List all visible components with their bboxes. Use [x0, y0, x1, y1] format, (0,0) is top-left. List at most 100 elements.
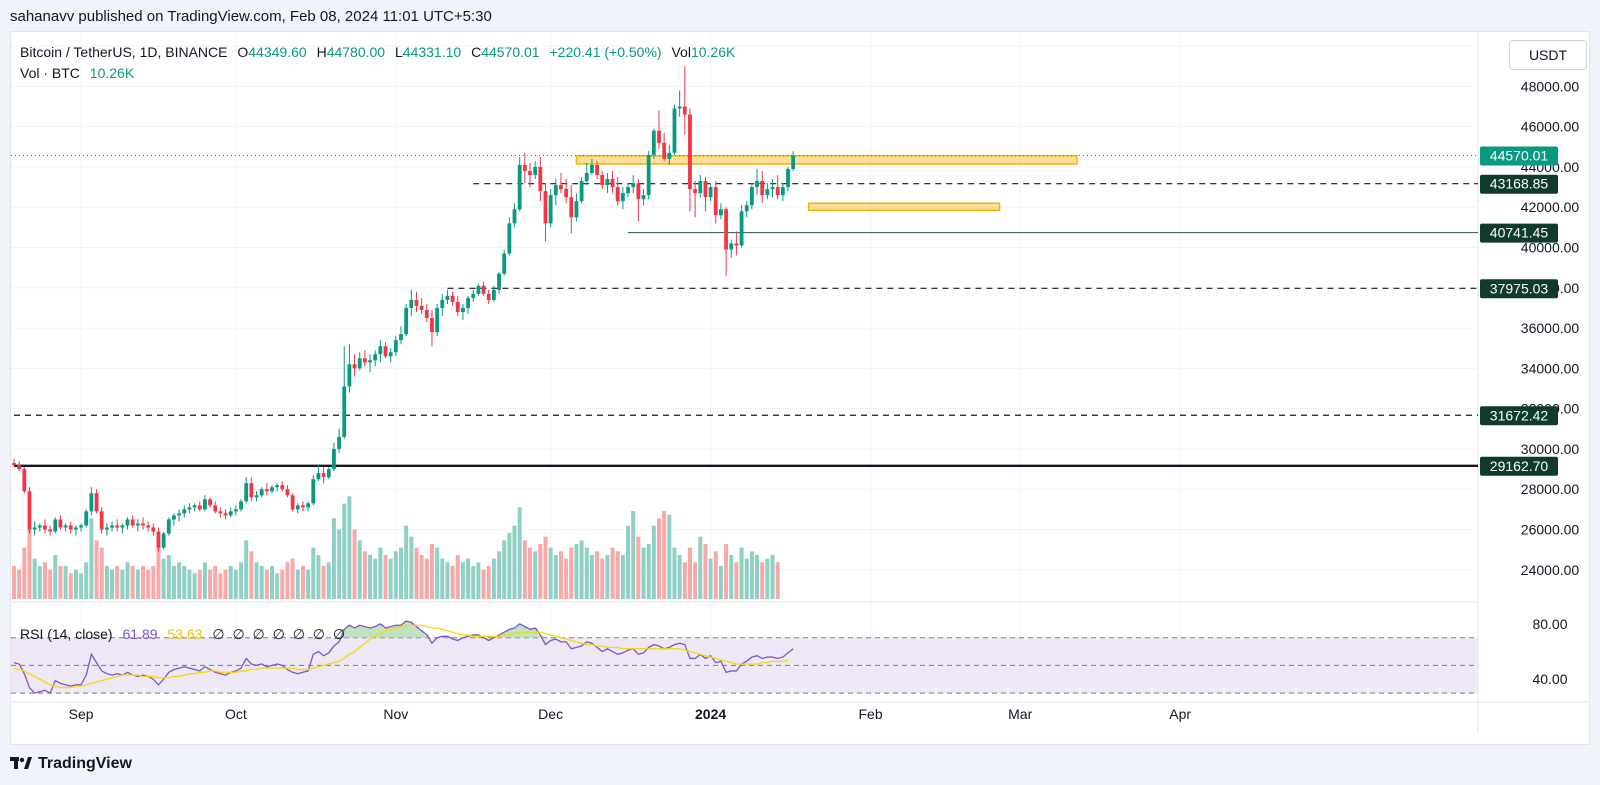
- candle-body: [17, 465, 22, 470]
- volume-bar: [27, 525, 32, 599]
- candle-body: [223, 513, 228, 516]
- candle-body: [388, 352, 393, 357]
- price-tick-label: 26000.00: [1521, 522, 1580, 538]
- candle-body: [775, 187, 780, 196]
- volume-bar: [94, 540, 99, 599]
- high-value: 44780.00: [326, 44, 386, 60]
- volume-bar: [724, 544, 729, 599]
- candle-body: [337, 436, 341, 449]
- candle-body: [486, 293, 491, 300]
- volume-bar: [352, 529, 357, 599]
- volume-bar: [342, 503, 347, 599]
- candle-body: [584, 172, 589, 182]
- volume-bar: [486, 566, 491, 599]
- candle-body: [99, 511, 104, 530]
- candle-body: [368, 360, 372, 363]
- volume-bar: [569, 547, 574, 599]
- candle-body: [135, 523, 140, 526]
- candle-body: [481, 285, 486, 294]
- volume-bar: [729, 555, 734, 599]
- candle-body: [166, 519, 171, 534]
- candle-body: [295, 505, 300, 510]
- candle-body: [53, 519, 58, 532]
- volume-bar: [460, 562, 465, 599]
- candle-body: [192, 505, 197, 508]
- level-price-tag-bg: [1480, 406, 1558, 426]
- volume-bar: [502, 540, 507, 599]
- volume-bar: [84, 562, 89, 599]
- brand-name: TradingView: [38, 755, 132, 772]
- candle-body: [316, 473, 321, 480]
- volume-bar: [641, 547, 646, 599]
- candle-body: [677, 106, 682, 109]
- volume-bar: [543, 536, 548, 599]
- volume-bar: [197, 569, 202, 599]
- tradingview-logo-icon: [10, 757, 32, 771]
- volume-bar: [770, 555, 775, 599]
- price-tick-label: 34000.00: [1521, 360, 1580, 376]
- volume-bar: [739, 547, 744, 599]
- candle-body: [698, 181, 703, 194]
- candle-body: [208, 499, 212, 506]
- candle-body: [249, 483, 254, 498]
- low-label: L: [394, 44, 403, 60]
- candle-body: [765, 189, 770, 196]
- volume-bar: [326, 562, 331, 599]
- candle-body: [548, 195, 553, 224]
- volume-bar: [646, 544, 651, 599]
- candle-body: [342, 386, 347, 437]
- level-price-tag-bg: [1480, 456, 1558, 476]
- candle-body: [590, 164, 594, 173]
- candle-body: [187, 507, 192, 510]
- chart-panel[interactable]: [10, 31, 1590, 745]
- candle-body: [667, 152, 672, 159]
- volume-bar: [450, 566, 455, 599]
- volume-bar: [388, 558, 393, 599]
- candle-body: [419, 305, 424, 310]
- volume-bar: [259, 566, 264, 599]
- rsi-label[interactable]: RSI (14, close): [20, 626, 113, 642]
- volume-legend: Vol · BTC 10.26K: [20, 65, 134, 81]
- candle-body: [89, 493, 94, 512]
- candle-body: [228, 511, 233, 516]
- volume-bar: [517, 507, 522, 599]
- volume-bar: [12, 566, 16, 599]
- candle-body: [440, 299, 445, 308]
- candle-body: [306, 503, 311, 508]
- candle-body: [43, 525, 47, 530]
- candle-body: [48, 529, 53, 532]
- volume-bar: [522, 540, 527, 599]
- volume-bar: [760, 562, 765, 599]
- candle-body: [564, 189, 569, 198]
- candle-body: [352, 364, 357, 369]
- candle-body: [264, 489, 269, 492]
- volume-label: Vol: [671, 44, 691, 60]
- volume-bar: [600, 558, 605, 599]
- level-price-tag-bg: [1480, 174, 1558, 194]
- candle-body: [450, 295, 455, 302]
- symbol-title[interactable]: Bitcoin / TetherUS, 1D, BINANCE: [20, 44, 228, 60]
- volume-indicator-label[interactable]: Vol · BTC: [20, 65, 80, 81]
- volume-bar: [620, 555, 625, 599]
- brand-footer: TradingView: [10, 755, 132, 773]
- candle-body: [749, 187, 754, 206]
- volume-bar: [610, 547, 615, 599]
- volume-bar: [393, 551, 398, 599]
- volume-bar: [254, 562, 259, 599]
- price-tick-label: 30000.00: [1521, 441, 1580, 457]
- candle-body: [27, 491, 32, 530]
- candle-body: [161, 533, 166, 548]
- currency-selector-button[interactable]: USDT: [1509, 40, 1587, 70]
- close-label: C: [471, 44, 482, 60]
- volume-bar: [244, 540, 249, 599]
- open-label: O: [237, 44, 249, 60]
- price-tick-label: 24000.00: [1521, 562, 1580, 578]
- volume-bar: [79, 573, 84, 599]
- candle-body: [497, 273, 501, 290]
- volume-bar: [476, 562, 481, 599]
- volume-bar: [104, 566, 109, 599]
- volume-indicator-value: 10.26K: [89, 65, 135, 81]
- candle-body: [755, 181, 759, 188]
